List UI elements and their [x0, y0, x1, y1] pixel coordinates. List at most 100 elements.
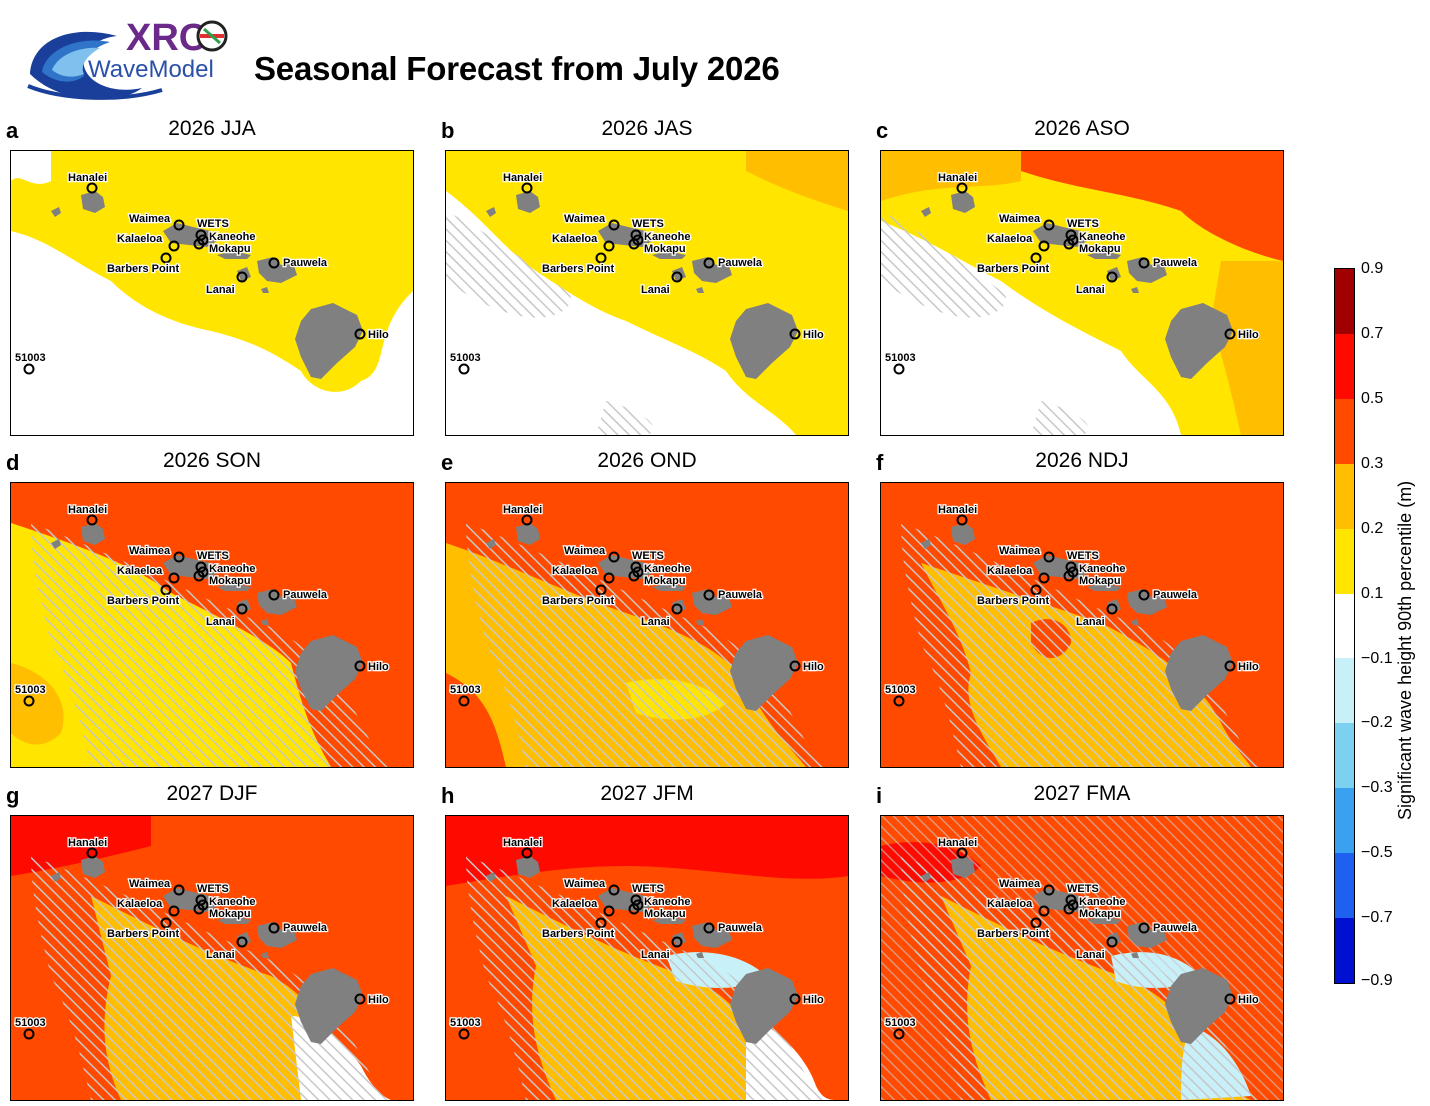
station-label: Waimea — [999, 878, 1041, 890]
station-label: WETS — [632, 883, 664, 895]
colorbar — [1334, 268, 1355, 984]
island-land — [921, 207, 931, 217]
station-marker — [603, 572, 615, 584]
island-land — [295, 635, 363, 711]
island-land — [696, 287, 704, 293]
panel-letter: c — [876, 118, 889, 143]
island-land — [81, 523, 105, 545]
station-marker — [1043, 219, 1055, 231]
station-label: 51003 — [15, 684, 46, 696]
island-land — [672, 267, 686, 281]
station-label: Kaneohe — [209, 563, 255, 575]
island-land — [652, 916, 686, 924]
station-label: Hanalei — [938, 172, 977, 184]
station-marker — [1038, 240, 1050, 252]
station-marker — [1030, 252, 1042, 264]
island-land — [516, 523, 540, 545]
station-label: Kaneohe — [1079, 896, 1125, 908]
panel-map: Hanalei Waimea WETS Kaneohe Mokapu Kalaeloa Ba… — [10, 150, 414, 436]
station-label: Lanai — [641, 616, 670, 628]
station-label: WETS — [197, 550, 229, 562]
wave-logo-icon: XRO WaveModel — [27, 17, 228, 100]
panel-map: Hanalei Waimea WETS Kaneohe Mokapu Kalaeloa Ba… — [10, 815, 414, 1101]
panel-title: 2027 DJF — [166, 782, 258, 805]
panel-g: g 2027 DJF Hanalei Waimea WETS Kaneohe Mokapu K… — [6, 782, 414, 1101]
island-land — [1165, 968, 1233, 1044]
station-marker — [595, 252, 607, 264]
colorbar-tick-label: −0.5 — [1361, 844, 1393, 861]
station-label: Waimea — [129, 213, 171, 225]
station-marker — [1063, 903, 1075, 915]
station-label: 51003 — [15, 352, 46, 364]
station-label: Hilo — [1238, 661, 1259, 673]
colorbar-tick-label: −0.3 — [1361, 779, 1393, 796]
station-label: Lanai — [206, 949, 235, 961]
station-marker — [671, 271, 683, 283]
station-label: Hilo — [803, 329, 824, 341]
station-marker — [354, 328, 366, 340]
island-land — [486, 207, 496, 217]
island-land — [217, 251, 251, 259]
panel-map: Hanalei Waimea WETS Kaneohe Mokapu Kalaeloa Ba… — [445, 815, 849, 1101]
station-label: Hilo — [368, 994, 389, 1006]
island-land — [1087, 583, 1121, 591]
station-marker — [628, 903, 640, 915]
station-label: Barbers Point — [977, 928, 1049, 940]
colorbar-segment — [1335, 593, 1354, 659]
station-marker — [86, 847, 98, 859]
station-label: Mokapu — [1079, 243, 1121, 255]
xro-wavemodel-logo: XRO WaveModel — [22, 14, 237, 106]
station-label: Hanalei — [938, 504, 977, 516]
station-label: WETS — [197, 883, 229, 895]
station-marker — [268, 257, 280, 269]
station-label: Barbers Point — [107, 263, 179, 275]
station-marker — [1106, 936, 1118, 948]
station-label: Kaneohe — [644, 231, 690, 243]
island-land — [516, 191, 540, 213]
island-land — [261, 952, 269, 958]
station-marker — [956, 514, 968, 526]
colorbar-tick-label: 0.2 — [1361, 520, 1384, 537]
station-marker — [193, 238, 205, 250]
island-land — [516, 856, 540, 878]
station-label: Mokapu — [644, 908, 686, 920]
station-label: Waimea — [999, 545, 1041, 557]
panel-h: h 2027 JFM Hanalei Waimea WETS Kaneohe Mokapu K… — [441, 782, 849, 1101]
station-label: Mokapu — [209, 908, 251, 920]
station-label: Pauwela — [1153, 257, 1198, 269]
colorbar-segment — [1335, 398, 1354, 464]
island-land — [1107, 599, 1121, 613]
station-marker — [628, 238, 640, 250]
station-label: Barbers Point — [107, 928, 179, 940]
island-land — [261, 287, 269, 293]
station-marker — [1063, 238, 1075, 250]
station-marker — [193, 570, 205, 582]
station-label: Waimea — [129, 545, 171, 557]
station-label: Kaneohe — [209, 896, 255, 908]
panel-title: 2026 JAS — [601, 117, 693, 140]
station-label: Kalaeloa — [987, 565, 1033, 577]
station-marker — [458, 695, 470, 707]
station-marker — [86, 182, 98, 194]
station-marker — [595, 584, 607, 596]
panel-map: Hanalei Waimea WETS Kaneohe Mokapu Kalaeloa Ba… — [445, 150, 849, 436]
panel-title: 2026 JJA — [168, 117, 256, 140]
island-land — [1131, 952, 1139, 958]
island-land — [1107, 932, 1121, 946]
island-land — [696, 619, 704, 625]
station-marker — [893, 1028, 905, 1040]
station-label: Hanalei — [68, 504, 107, 516]
station-label: Mokapu — [209, 575, 251, 587]
station-marker — [703, 922, 715, 934]
station-marker — [1224, 328, 1236, 340]
station-marker — [173, 219, 185, 231]
island-land — [51, 872, 61, 882]
colorbar-segment — [1335, 269, 1354, 334]
panel-letter: f — [876, 450, 884, 475]
station-label: Pauwela — [283, 922, 328, 934]
